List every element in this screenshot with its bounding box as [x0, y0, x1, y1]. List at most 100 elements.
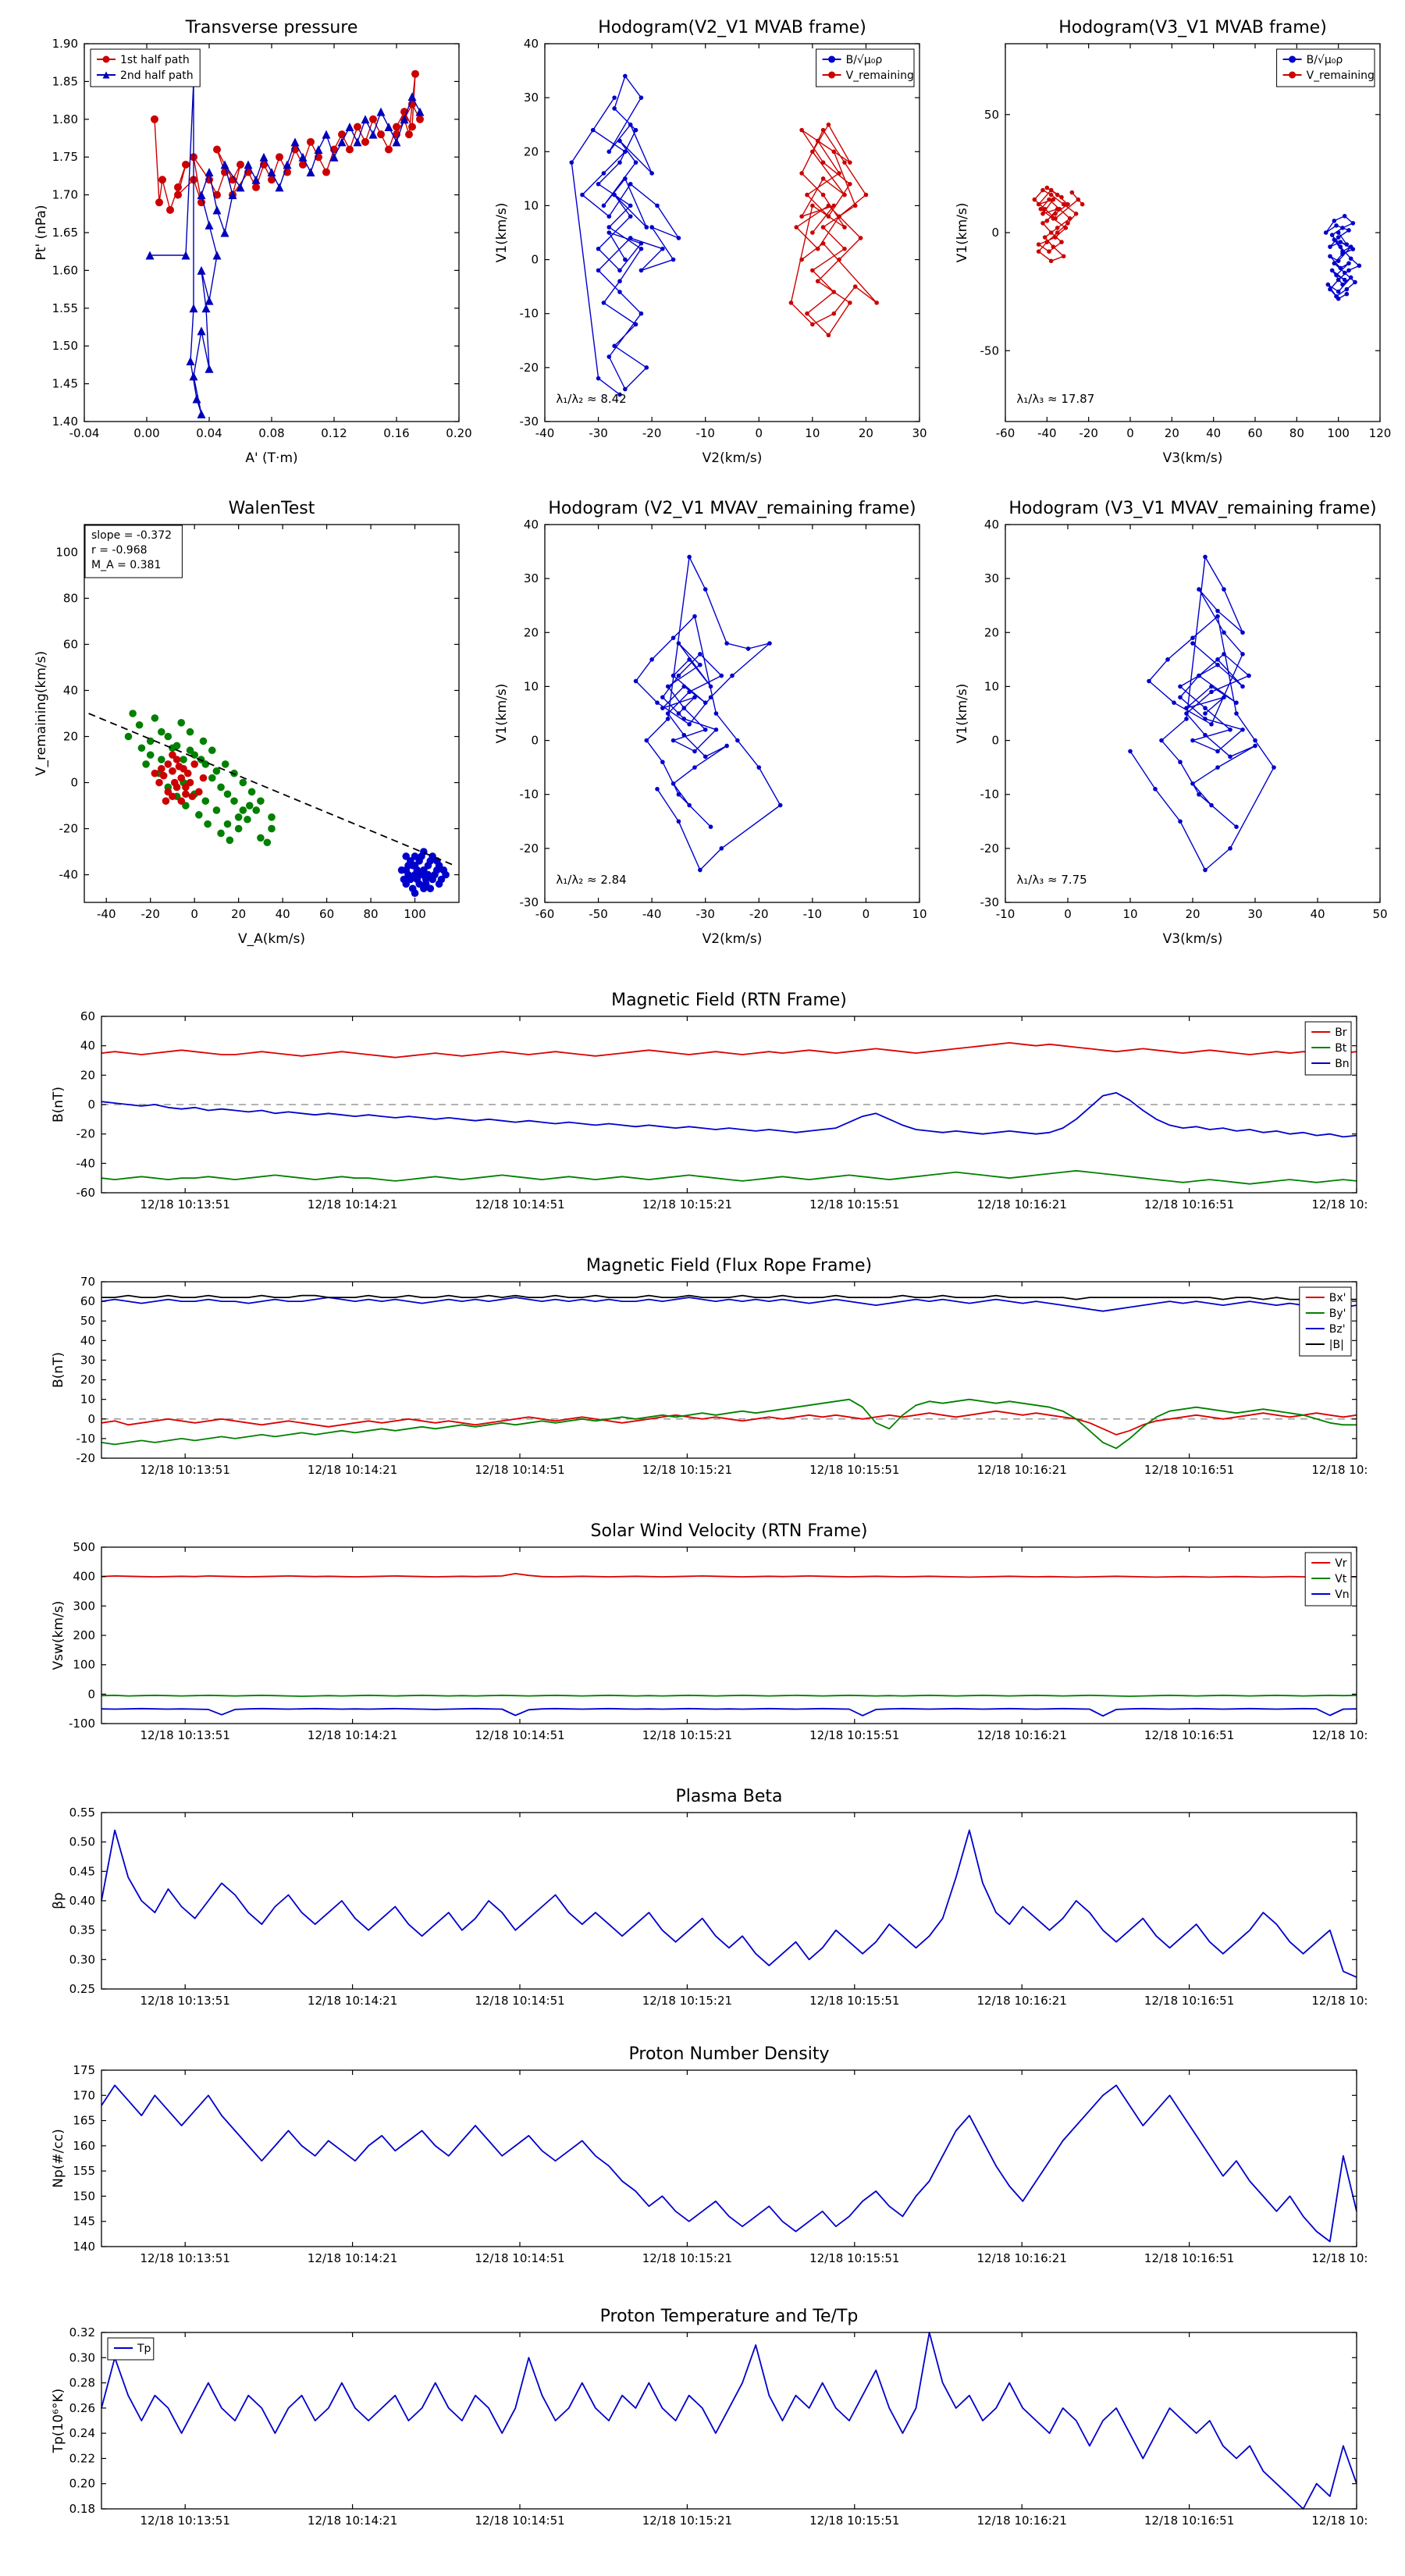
svg-text:-20: -20: [749, 907, 769, 921]
svg-text:12/18 10:13:51: 12/18 10:13:51: [140, 1994, 230, 2008]
svg-text:-20: -20: [140, 907, 160, 921]
svg-text:400: 400: [73, 1570, 95, 1584]
svg-text:12/18 10:15:21: 12/18 10:15:21: [642, 1197, 732, 1212]
svg-text:Tp(10⁶°K): Tp(10⁶°K): [51, 2389, 66, 2454]
svg-text:Solar Wind Velocity (RTN Frame: Solar Wind Velocity (RTN Frame): [591, 1521, 868, 1541]
svg-text:-10: -10: [803, 907, 823, 921]
svg-text:40: 40: [524, 518, 539, 532]
svg-text:12/18 10:15:51: 12/18 10:15:51: [809, 2251, 899, 2265]
svg-text:0.22: 0.22: [69, 2451, 95, 2465]
svg-text:12/18 10:16:21: 12/18 10:16:21: [977, 2514, 1067, 2528]
svg-text:10: 10: [805, 426, 820, 440]
svg-text:145: 145: [73, 2215, 95, 2229]
svg-text:Bt: Bt: [1335, 1042, 1347, 1055]
svg-text:1.55: 1.55: [52, 301, 78, 315]
svg-text:50: 50: [984, 108, 999, 122]
svg-text:12/18 10:14:21: 12/18 10:14:21: [308, 1197, 397, 1212]
svg-text:12/18 10:13:51: 12/18 10:13:51: [140, 1197, 230, 1212]
svg-text:0.30: 0.30: [69, 1952, 95, 1966]
svg-text:12/18 10:15:51: 12/18 10:15:51: [809, 2514, 899, 2528]
svg-text:Proton Number Density: Proton Number Density: [629, 2044, 830, 2064]
svg-text:12/18 10:14:51: 12/18 10:14:51: [475, 2514, 564, 2528]
svg-text:12/18 10:13:51: 12/18 10:13:51: [140, 1728, 230, 1742]
svg-text:12/18 10:16:21: 12/18 10:16:21: [977, 1197, 1067, 1212]
svg-text:Hodogram (V3_V1 MVAV_remaining: Hodogram (V3_V1 MVAV_remaining frame): [1008, 499, 1376, 518]
svg-text:40: 40: [80, 1333, 95, 1347]
svg-text:12/18 10:13:51: 12/18 10:13:51: [140, 2251, 230, 2265]
panel-plasma-beta: 12/18 10:13:51 12/18 10:14:21 12/18 10:14:…: [41, 1774, 1368, 2022]
svg-text:-40: -40: [642, 907, 662, 921]
svg-text:V_remaining: V_remaining: [846, 69, 914, 82]
svg-text:0.28: 0.28: [69, 2376, 95, 2390]
svg-text:-20: -20: [520, 841, 539, 856]
svg-text:12/18 10:16:21: 12/18 10:16:21: [977, 1463, 1067, 1477]
svg-text:0.20: 0.20: [69, 2477, 95, 2491]
svg-text:80: 80: [63, 591, 78, 605]
svg-text:100: 100: [73, 1658, 95, 1672]
svg-text:B/√μ₀ρ: B/√μ₀ρ: [1307, 54, 1343, 66]
svg-text:0: 0: [531, 253, 539, 267]
svg-text:10: 10: [524, 679, 539, 693]
svg-text:12/18 10:16:21: 12/18 10:16:21: [977, 1728, 1067, 1742]
panel-proton-number-density: 12/18 10:13:51 12/18 10:14:21 12/18 10:14:…: [41, 2031, 1368, 2279]
panel-transverse-pressure: -0.04 0.00 0.04 0.08 0.12 0.16 0.20 1.40 1.45 1.5…: [22, 9, 475, 478]
svg-text:12/18 10:16:51: 12/18 10:16:51: [1144, 1728, 1234, 1742]
svg-text:12/18 10:15:51: 12/18 10:15:51: [809, 1197, 899, 1212]
svg-text:140: 140: [73, 2240, 95, 2254]
svg-text:Hodogram (V2_V1 MVAV_remaining: Hodogram (V2_V1 MVAV_remaining frame): [548, 499, 916, 518]
svg-text:-30: -30: [980, 895, 1000, 909]
svg-text:M_A = 0.381: M_A = 0.381: [91, 559, 161, 571]
svg-text:10: 10: [984, 679, 999, 693]
svg-text:-10: -10: [996, 907, 1016, 921]
svg-text:V1(km/s): V1(km/s): [955, 684, 970, 744]
svg-text:12/18 10:14:21: 12/18 10:14:21: [308, 2514, 397, 2528]
svg-text:0: 0: [531, 734, 539, 748]
svg-text:0.25: 0.25: [69, 1982, 95, 1996]
svg-text:-20: -20: [980, 841, 1000, 856]
svg-text:λ₁/λ₃ ≈ 7.75: λ₁/λ₃ ≈ 7.75: [1016, 873, 1087, 887]
svg-text:λ₁/λ₃ ≈ 17.87: λ₁/λ₃ ≈ 17.87: [1016, 392, 1094, 406]
svg-text:V1(km/s): V1(km/s): [494, 684, 510, 744]
svg-text:1.40: 1.40: [52, 415, 78, 429]
svg-text:20: 20: [984, 625, 999, 639]
svg-text:10: 10: [1122, 907, 1137, 921]
svg-text:40: 40: [984, 518, 999, 532]
svg-text:12/18 10:13:51: 12/18 10:13:51: [140, 2514, 230, 2528]
svg-text:βp: βp: [51, 1892, 66, 1909]
svg-text:V2(km/s): V2(km/s): [702, 931, 763, 947]
panel-proton-temperature: 12/18 10:13:51 12/18 10:14:21 12/18 10:14:…: [41, 2293, 1368, 2542]
svg-text:-20: -20: [520, 361, 539, 375]
svg-text:165: 165: [73, 2114, 95, 2128]
svg-text:0.40: 0.40: [69, 1894, 95, 1908]
svg-text:30: 30: [1247, 907, 1262, 921]
svg-text:100: 100: [1327, 426, 1350, 440]
svg-text:12/18 10:16:21: 12/18 10:16:21: [977, 2251, 1067, 2265]
svg-text:40: 40: [524, 37, 539, 51]
svg-text:-50: -50: [589, 907, 608, 921]
svg-text:1.75: 1.75: [52, 150, 78, 164]
svg-text:0.18: 0.18: [69, 2502, 95, 2516]
svg-text:170: 170: [73, 2088, 95, 2102]
svg-text:Vt: Vt: [1335, 1573, 1347, 1585]
svg-text:Bn: Bn: [1335, 1058, 1349, 1070]
svg-text:-10: -10: [520, 307, 539, 321]
svg-text:30: 30: [524, 91, 539, 105]
svg-text:-40: -40: [59, 868, 79, 882]
svg-text:12/18 10:14:51: 12/18 10:14:51: [475, 1463, 564, 1477]
svg-text:Transverse pressure: Transverse pressure: [185, 18, 358, 37]
svg-text:1.60: 1.60: [52, 263, 78, 277]
svg-text:-20: -20: [76, 1127, 96, 1141]
svg-text:12/18 10:15:51: 12/18 10:15:51: [809, 1728, 899, 1742]
svg-text:20: 20: [524, 625, 539, 639]
svg-text:12/18 10:14:21: 12/18 10:14:21: [308, 1728, 397, 1742]
panel-hodogram-v2v1-mvab: -40 -30 -20 -10 0 10 20 30 -30 -20 -10 0 10 20 30 40 Hod…: [482, 9, 935, 478]
svg-text:12/18 10:15:21: 12/18 10:15:21: [642, 2514, 732, 2528]
svg-text:Vn: Vn: [1335, 1589, 1349, 1601]
svg-text:0.32: 0.32: [69, 2325, 95, 2339]
svg-text:-10: -10: [980, 788, 1000, 802]
svg-text:-30: -30: [589, 426, 608, 440]
svg-text:B(nT): B(nT): [51, 1087, 66, 1123]
svg-text:100: 100: [55, 545, 78, 559]
svg-text:0.26: 0.26: [69, 2401, 95, 2415]
svg-text:40: 40: [1206, 426, 1221, 440]
